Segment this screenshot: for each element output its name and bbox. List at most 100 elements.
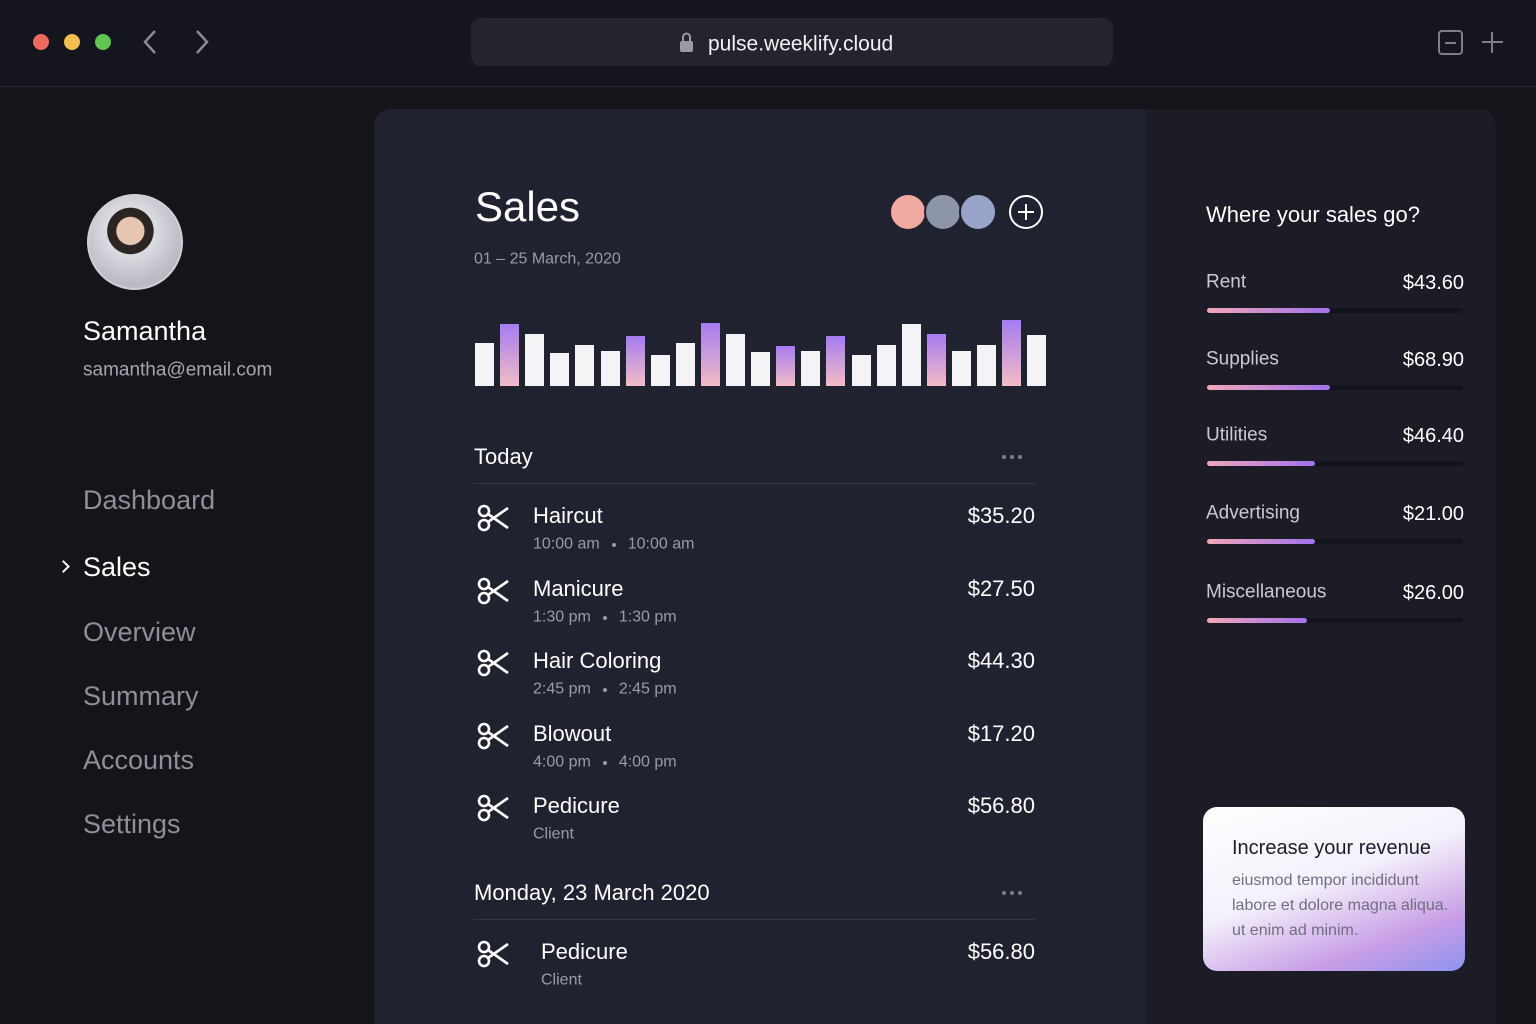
team-avatar[interactable]	[889, 193, 927, 231]
progress-track	[1207, 618, 1463, 623]
item-name[interactable]: Pedicure	[541, 938, 628, 964]
breakdown-label: Utilities	[1206, 424, 1268, 446]
profile-avatar[interactable]	[87, 194, 183, 290]
breakdown-amount: $26.00	[1402, 582, 1464, 604]
progress-track	[1207, 385, 1463, 390]
nav-item[interactable]: Sales	[83, 551, 151, 582]
sales-bar	[751, 352, 771, 386]
nav-item[interactable]: Accounts	[83, 744, 195, 775]
more-dot	[1010, 890, 1014, 895]
sales-title: Sales	[475, 182, 581, 230]
breakdown-label: Miscellaneous	[1206, 581, 1327, 603]
sales-bar	[977, 345, 996, 386]
breakdown-amount: $46.40	[1402, 425, 1464, 447]
scissors-shape	[477, 504, 509, 532]
nav-item[interactable]: Overview	[83, 616, 196, 647]
item-note: Client	[533, 825, 574, 843]
breakdown-label: Rent	[1206, 271, 1247, 293]
item-note: Client	[541, 970, 582, 988]
group-divider	[474, 483, 1035, 484]
profile-name: Samantha	[83, 315, 207, 346]
item-time: 4:00 pm	[533, 752, 591, 770]
scissors-icon	[477, 940, 509, 967]
item-time: 10:00 am	[627, 535, 695, 553]
new-tab-button[interactable]	[1482, 32, 1503, 53]
more-dot	[1002, 455, 1006, 459]
sales-bar	[650, 355, 670, 386]
more-dot	[1002, 890, 1006, 895]
sales-bar	[726, 334, 745, 386]
team-avatar[interactable]	[924, 193, 962, 231]
sales-bar	[600, 351, 620, 386]
back-button[interactable]	[143, 30, 156, 54]
more-dot	[1010, 455, 1014, 459]
progress-fill	[1207, 618, 1307, 623]
add-member-button[interactable]	[1009, 195, 1043, 229]
breakdown-label: Advertising	[1206, 502, 1300, 524]
more-dot	[1018, 890, 1022, 895]
item-amount: $35.20	[967, 502, 1035, 528]
sales-bar	[625, 336, 645, 386]
forward-button[interactable]	[196, 30, 209, 54]
item-name[interactable]: Pedicure	[533, 792, 620, 818]
team-avatars	[889, 193, 1043, 231]
item-amount: $44.30	[967, 647, 1035, 673]
nav-item[interactable]: Summary	[83, 680, 199, 711]
sales-bar	[776, 346, 796, 386]
item-name[interactable]: Haircut	[533, 502, 603, 528]
nav-item[interactable]: Dashboard	[83, 484, 216, 515]
promo-card[interactable]	[1203, 807, 1465, 971]
scissors-icon	[477, 794, 509, 822]
scissors-shape	[477, 722, 509, 749]
breakdown-amount: $43.60	[1402, 272, 1464, 294]
scissors-shape	[477, 940, 509, 967]
item-time: 1:30 pm	[618, 607, 677, 625]
lock-shackle	[682, 32, 691, 41]
scissors-icon	[477, 577, 509, 604]
group-title: Today	[474, 443, 533, 469]
nav-item[interactable]: Settings	[83, 808, 181, 839]
time-separator	[602, 760, 607, 765]
sales-bar	[851, 355, 871, 386]
scissors-shape	[477, 649, 509, 677]
maximize-button[interactable]	[95, 34, 111, 50]
item-time: 10:00 am	[533, 535, 600, 553]
item-name[interactable]: Hair Coloring	[533, 647, 662, 673]
promo-body: eiusmod tempor incididunt labore et dolo…	[1232, 872, 1449, 939]
address-bar[interactable]	[471, 18, 1113, 66]
url: pulse.weeklify.cloud	[708, 32, 894, 56]
tabs-button[interactable]	[1438, 30, 1463, 55]
progress-track	[1207, 539, 1463, 544]
breakdown-amount: $21.00	[1402, 503, 1464, 525]
breakdown-title: Where your sales go?	[1206, 201, 1420, 227]
item-time: 1:30 pm	[533, 607, 591, 625]
time-separator	[611, 543, 616, 547]
sales-panel	[374, 109, 1145, 1024]
close-button[interactable]	[33, 34, 49, 50]
scissors-icon	[477, 722, 509, 749]
browser-controls	[33, 18, 1503, 66]
item-amount: $56.80	[967, 792, 1035, 818]
sales-bar	[876, 345, 896, 386]
plus-icon	[1018, 204, 1034, 220]
promo-title: Increase your revenue	[1232, 837, 1432, 859]
time-separator	[602, 688, 607, 692]
team-avatar[interactable]	[959, 193, 997, 231]
progress-track	[1207, 461, 1463, 466]
sales-bar	[801, 351, 821, 386]
sales-bar	[500, 324, 520, 386]
group-title: Monday, 23 March 2020	[474, 879, 710, 905]
sales-bar	[700, 323, 720, 386]
minimize-button[interactable]	[64, 34, 80, 50]
group-divider	[474, 918, 1035, 920]
sales-bar	[1027, 335, 1047, 386]
progress-fill	[1207, 385, 1330, 390]
progress-fill	[1207, 539, 1315, 544]
item-name[interactable]: Blowout	[533, 720, 612, 746]
item-amount: $56.80	[967, 938, 1035, 964]
item-name[interactable]: Manicure	[533, 575, 624, 601]
sales-bar	[926, 334, 946, 386]
